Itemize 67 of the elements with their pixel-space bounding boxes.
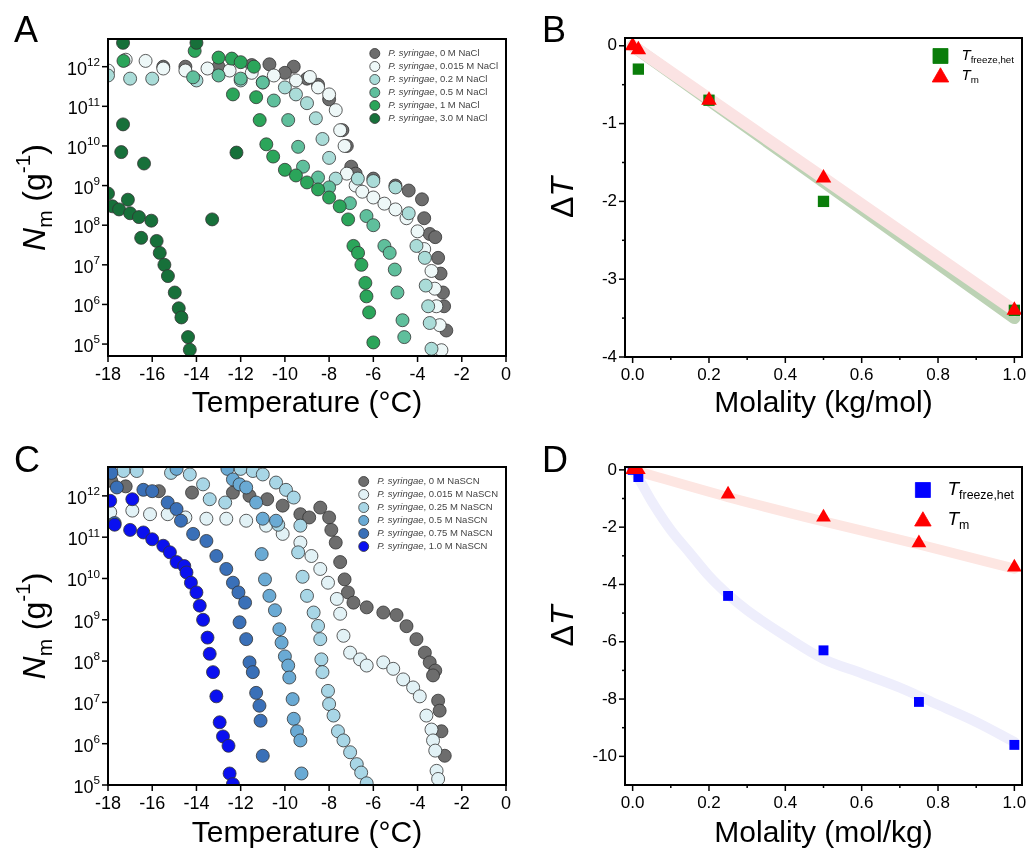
legend-label: P. syringae, 0 M NaSCN	[377, 475, 480, 487]
x-tick-label: -8	[321, 363, 338, 384]
x-tick-label: -2	[453, 792, 470, 813]
legend-label: P. syringae, 1 M NaCl	[388, 99, 480, 111]
x-tick-label: 1.0	[1002, 792, 1027, 812]
x-axis-title: Molality (mol/kg)	[714, 815, 933, 849]
x-tick-label: -4	[409, 363, 426, 384]
x-tick-label: -4	[409, 792, 426, 813]
chart-title: A	[14, 8, 39, 50]
y-tick-label: -4	[601, 346, 618, 366]
y-tick-label: -2	[601, 516, 618, 536]
chart-title: C	[14, 438, 40, 480]
x-tick-label: 0	[500, 363, 512, 384]
x-tick-label: 0	[500, 792, 512, 813]
x-tick-label: -18	[94, 792, 122, 813]
y-axis-title: Nm (g-1)	[10, 144, 56, 251]
x-tick-label: -10	[271, 363, 298, 384]
x-axis-title: Temperature (°C)	[191, 385, 423, 419]
legend-label: P. syringae, 0.5 M NaSCN	[377, 514, 488, 526]
y-tick-label: -6	[601, 631, 618, 651]
x-tick-label: 0.2	[697, 364, 721, 384]
x-tick-label: -6	[365, 792, 382, 813]
x-axis-title: Molality (kg/mol)	[714, 385, 933, 419]
x-tick-label: -12	[227, 792, 254, 813]
legend-label: P. syringae, 1.0 M NaSCN	[377, 540, 488, 552]
legend-label: P. syringae, 0 M NaCl	[388, 47, 480, 59]
x-tick-label: 1.0	[1002, 364, 1027, 384]
x-tick-label: -8	[321, 792, 338, 813]
x-tick-label: 0.4	[773, 792, 798, 812]
y-tick-label: -3	[601, 268, 618, 288]
y-tick-label: -10	[592, 746, 618, 766]
x-tick-label: 0.8	[926, 364, 950, 384]
x-tick-label: 0.0	[620, 364, 645, 384]
legend-label: P. syringae, 0.015 M NaCl	[388, 60, 499, 72]
y-tick-label: -4	[601, 574, 618, 594]
y-tick-label: 0	[607, 459, 618, 479]
x-tick-label: -18	[94, 363, 122, 384]
x-tick-label: -2	[453, 363, 470, 384]
x-tick-label: 0.6	[849, 792, 874, 812]
x-tick-label: -10	[271, 792, 298, 813]
x-tick-label: 0.4	[773, 364, 798, 384]
x-tick-label: -14	[183, 363, 210, 384]
legend-label: P. syringae, 3.0 M NaCl	[388, 112, 488, 124]
x-axis-title: Temperature (°C)	[191, 815, 423, 849]
y-axis-title: Nm (g-1)	[10, 572, 56, 680]
x-tick-label: -12	[227, 363, 254, 384]
legend-label: P. syringae, 0.015 M NaSCN	[377, 488, 499, 500]
x-tick-label: 0.0	[620, 792, 645, 812]
x-tick-label: 0.6	[849, 364, 874, 384]
legend-label: P. syringae, 0.75 M NaSCN	[377, 527, 493, 539]
legend-label: P. syringae, 0.25 M NaSCN	[377, 501, 493, 513]
y-tick-label: -2	[601, 191, 618, 211]
x-tick-label: -14	[183, 792, 210, 813]
legend-label: P. syringae, 0.5 M NaCl	[388, 86, 488, 98]
legend-label: P. syringae, 0.2 M NaCl	[388, 73, 488, 85]
chart-title: D	[542, 438, 568, 480]
x-tick-label: 0.8	[926, 792, 950, 812]
y-axis-title: ΔT	[543, 174, 580, 218]
x-tick-label: -16	[139, 363, 166, 384]
y-tick-label: -1	[601, 113, 618, 133]
y-tick-label: -8	[601, 688, 618, 708]
x-tick-label: -6	[365, 363, 382, 384]
chart-title: B	[542, 8, 567, 50]
y-axis-title: ΔT	[543, 603, 580, 647]
y-tick-label: 0	[607, 35, 618, 55]
x-tick-label: -16	[139, 792, 166, 813]
x-tick-label: 0.2	[697, 792, 721, 812]
